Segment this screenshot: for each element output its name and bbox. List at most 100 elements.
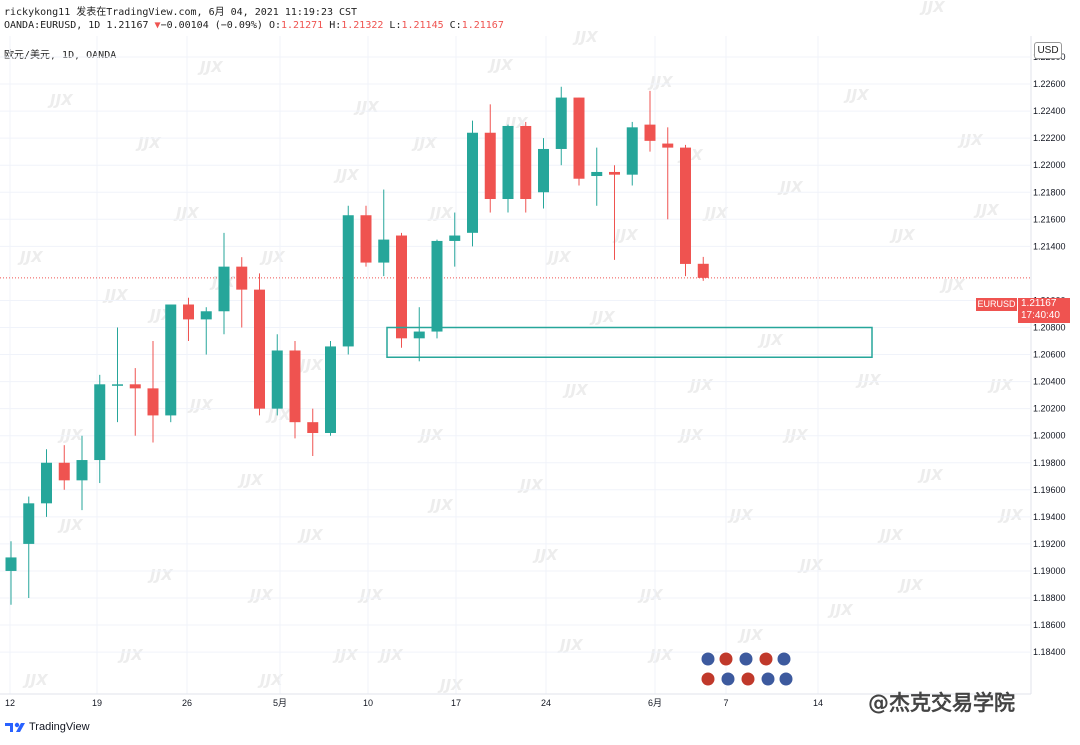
candle-down — [129, 384, 141, 389]
candle-up — [626, 127, 638, 175]
watermark-tile: JJX — [572, 28, 599, 46]
watermark-tile: JJX — [487, 56, 514, 74]
watermark-tile: JJX — [117, 646, 144, 664]
pair-title: 欧元/美元, 1D, OANDA — [4, 50, 117, 61]
candles-layer — [5, 86, 709, 605]
date-tick-label: 10 — [363, 698, 373, 708]
event-flag-icon — [760, 671, 776, 687]
price-tick-label: 1.21400 — [1033, 241, 1066, 251]
candle-up — [449, 235, 461, 241]
candle-down — [147, 388, 159, 416]
event-flag-icon — [738, 651, 754, 667]
candle-down — [254, 289, 265, 409]
event-flag-icon — [720, 671, 736, 687]
currency-badge[interactable]: USD — [1034, 42, 1062, 59]
symbol-label[interactable]: OANDA:EURUSD, 1D 1.21167 — [4, 20, 149, 31]
candle-down — [520, 125, 532, 200]
candle-up — [5, 557, 17, 571]
watermark-tile: JJX — [197, 58, 224, 76]
candle-down — [236, 266, 248, 290]
price-tick-label: 1.20400 — [1033, 377, 1066, 387]
event-flag-icon — [700, 651, 716, 667]
watermark-layer: JJX JJX JJX JJX JJX JJX JJX JJX JJX JJX JJX JJX JJX J… — [17, 0, 1024, 694]
candle-up — [41, 462, 52, 504]
watermark-tile: JJX — [987, 376, 1014, 394]
watermark-tile: JJX — [297, 526, 324, 544]
watermark-tile: JJX — [777, 178, 804, 196]
candle-down — [680, 147, 691, 264]
candle-up — [538, 148, 549, 193]
brand-watermark: @杰克交易学院 — [868, 691, 1015, 715]
watermark-tile: JJX — [417, 426, 444, 444]
watermark-tile: JJX — [57, 516, 84, 534]
watermark-tile: JJX — [437, 676, 464, 694]
tradingview-logo-icon — [5, 722, 25, 732]
watermark-tile: JJX — [757, 331, 784, 349]
price-axis: 1.228001.226001.224001.222001.220001.218… — [1030, 36, 1066, 694]
candle-down — [183, 304, 194, 320]
close-label: C: — [449, 20, 462, 31]
last-price-tag: 1.21167 17:40:40 — [1018, 298, 1070, 323]
watermark-tile: JJX — [687, 376, 714, 394]
watermark-tile: JJX — [17, 248, 44, 266]
economic-events-layer — [700, 651, 794, 687]
watermark-tile: JJX — [147, 566, 174, 584]
publisher-line: rickykong11 发表在TradingView.com, 6月 04, 2… — [4, 7, 358, 18]
candle-up — [94, 384, 106, 461]
candle-up — [502, 125, 514, 200]
watermark-tile: JJX — [737, 626, 764, 644]
tradingview-logo[interactable]: TradingView — [4, 721, 90, 733]
watermark-tile: JJX — [957, 131, 984, 149]
candle-down — [289, 350, 301, 423]
price-tick-label: 1.20000 — [1033, 431, 1066, 441]
watermark-tile: JJX — [237, 471, 264, 489]
candle-up — [218, 266, 230, 312]
ohlc-line: OANDA:EURUSD, 1D 1.21167 ▼−0.00104 (−0.0… — [4, 20, 504, 31]
open-value: 1.21271 — [281, 20, 324, 31]
watermark-tile: JJX — [702, 204, 729, 222]
watermark-tile: JJX — [919, 0, 946, 16]
candle-up — [413, 331, 425, 339]
price-tick-label: 1.22400 — [1033, 106, 1066, 116]
watermark-tile: JJX — [333, 166, 360, 184]
last-price-symbol-tag: EURUSD — [976, 298, 1017, 311]
watermark-tile: JJX — [877, 526, 904, 544]
open-label: O: — [268, 20, 281, 31]
high-label: H: — [329, 20, 342, 31]
watermark-tile: JJX — [647, 646, 674, 664]
watermark-tile: JJX — [973, 201, 1000, 219]
watermark-tile: JJX — [843, 86, 870, 104]
grid-layer — [0, 36, 1030, 694]
watermark-tile: JJX — [545, 248, 572, 266]
date-tick-label: 5月 — [273, 698, 287, 708]
price-tick-label: 1.22600 — [1033, 79, 1066, 89]
watermark-tile: JJX — [427, 204, 454, 222]
event-flag-icon — [740, 671, 756, 687]
watermark-tile: JJX — [637, 586, 664, 604]
watermark-tile: JJX — [411, 134, 438, 152]
watermark-tile: JJX — [353, 98, 380, 116]
candle-up — [165, 304, 177, 416]
date-tick-label: 6月 — [648, 698, 662, 708]
candle-up — [200, 311, 212, 320]
watermark-tile: JJX — [332, 646, 359, 664]
watermark-tile: JJX — [782, 426, 809, 444]
watermark-tile: JJX — [187, 396, 214, 414]
event-flag-icon — [758, 651, 774, 667]
watermark-tile: JJX — [135, 134, 162, 152]
watermark-tile: JJX — [557, 636, 584, 654]
candle-down — [609, 171, 620, 175]
price-tick-label: 1.19200 — [1033, 539, 1066, 549]
candle-up — [431, 240, 443, 332]
watermark-tile: JJX — [855, 371, 882, 389]
price-tick-label: 1.19000 — [1033, 566, 1066, 576]
highlight-zone-box — [386, 326, 873, 359]
candle-down — [697, 263, 709, 278]
candle-up — [555, 97, 567, 149]
candle-down — [307, 422, 319, 433]
close-value: 1.21167 — [461, 20, 504, 31]
event-flag-icon — [700, 671, 716, 687]
change-value: −0.00104 (−0.09%) — [160, 20, 263, 31]
watermark-tile: JJX — [377, 646, 404, 664]
